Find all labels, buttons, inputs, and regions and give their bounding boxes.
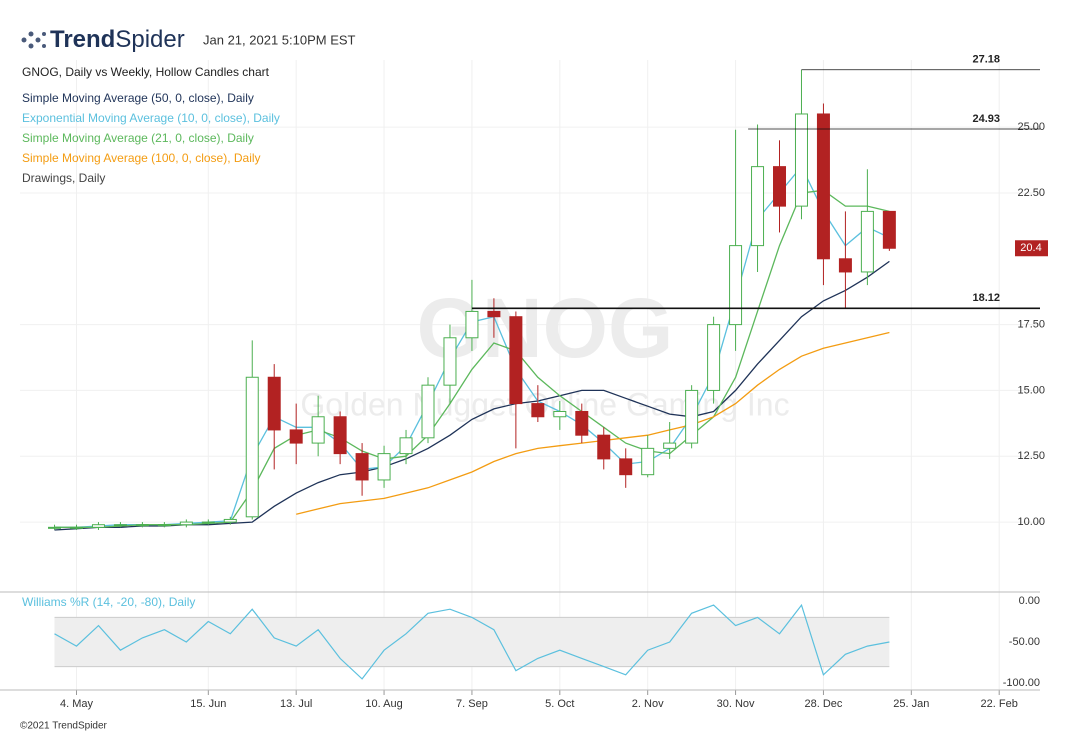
candle-body	[794, 113, 808, 207]
candle-body	[421, 384, 435, 439]
legend-entry: Simple Moving Average (21, 0, close), Da…	[22, 131, 254, 145]
logo	[21, 31, 46, 49]
y2-tick-label: 0.00	[1019, 595, 1040, 607]
indicator-line	[54, 603, 890, 680]
legend-entry: Drawings, Daily	[22, 171, 105, 185]
x-tick-label: 13. Jul	[280, 698, 312, 710]
candle-body	[377, 453, 391, 481]
candle-body	[487, 310, 501, 318]
candle-body	[641, 447, 655, 476]
candle-body	[48, 526, 62, 529]
candle-body	[597, 434, 611, 460]
drawing-label: 18.12	[972, 292, 1000, 304]
candle-body	[267, 376, 281, 431]
x-tick-label: 2. Nov	[632, 698, 664, 710]
candle-body	[509, 316, 523, 405]
candle-body	[399, 437, 413, 455]
moving-average	[296, 331, 890, 515]
candle-body	[333, 416, 347, 455]
x-tick-label: 28. Dec	[804, 698, 842, 710]
last-price-label: 20.4	[1020, 242, 1041, 254]
candle-body	[113, 524, 127, 527]
candle-body	[223, 518, 237, 523]
y2-tick-label: -50.00	[1009, 636, 1040, 648]
y-tick-label: 25.00	[1017, 121, 1045, 133]
brand-bold: Trend	[50, 26, 115, 53]
candle-body	[289, 429, 303, 444]
candle-body	[355, 453, 369, 481]
timestamp: Jan 21, 2021 5:10PM EST	[203, 32, 356, 47]
candle-body	[860, 210, 874, 273]
candle-body	[465, 310, 479, 339]
legend-entry: Simple Moving Average (50, 0, close), Da…	[22, 91, 254, 105]
candle-body	[882, 210, 896, 249]
candle-body	[553, 410, 567, 418]
candle-body	[729, 245, 743, 326]
moving-average	[54, 189, 890, 528]
candle-body	[443, 337, 457, 386]
watermark-symbol: GNOG	[417, 281, 674, 375]
x-tick-label: 22. Feb	[981, 698, 1018, 710]
y-tick-label: 10.00	[1017, 516, 1045, 528]
drawing-label: 24.93	[972, 113, 1000, 125]
candle-body	[816, 113, 830, 260]
brand: TrendSpider	[50, 26, 185, 53]
candle-body	[838, 258, 852, 273]
candle-body	[619, 458, 633, 476]
x-tick-label: 25. Jan	[893, 698, 929, 710]
x-tick-label: 15. Jun	[190, 698, 226, 710]
indicator-title: Williams %R (14, -20, -80), Daily	[22, 595, 195, 609]
candle-body	[179, 521, 193, 526]
candle-body	[531, 403, 545, 418]
candle-body	[91, 524, 105, 528]
x-tick-label: 5. Oct	[545, 698, 574, 710]
last-price-badge	[1015, 240, 1048, 257]
candle-body	[707, 324, 721, 391]
y-tick-label: 22.50	[1017, 187, 1045, 199]
y-tick-label: 12.50	[1017, 450, 1045, 462]
drawing-label: 27.18	[972, 54, 1000, 66]
band	[54, 617, 890, 667]
chart-title: GNOG, Daily vs Weekly, Hollow Candles ch…	[22, 65, 270, 79]
candle-body	[773, 166, 787, 207]
candle-body	[685, 389, 699, 444]
candle-body	[201, 521, 215, 524]
x-tick-label: 4. May	[60, 698, 94, 710]
y2-tick-label: -100.00	[1003, 677, 1040, 689]
footer: ©2021 TrendSpider	[20, 721, 108, 732]
candle-body	[135, 524, 149, 527]
legend-entry: Exponential Moving Average (10, 0, close…	[22, 111, 280, 125]
brand-light: Spider	[115, 26, 184, 53]
y-tick-label: 15.00	[1017, 384, 1045, 396]
x-tick-label: 10. Aug	[365, 698, 402, 710]
candle-body	[157, 524, 171, 527]
x-tick-label: 7. Sep	[456, 698, 488, 710]
candle-body	[575, 410, 589, 436]
y-tick-label: 17.50	[1017, 319, 1045, 331]
candle-body	[69, 526, 83, 529]
legend-entry: Simple Moving Average (100, 0, close), D…	[22, 151, 261, 165]
candle-body	[245, 376, 259, 518]
x-tick-label: 30. Nov	[717, 698, 755, 710]
candle-body	[311, 416, 325, 444]
candle-body	[663, 442, 677, 449]
candle-body	[751, 166, 765, 247]
